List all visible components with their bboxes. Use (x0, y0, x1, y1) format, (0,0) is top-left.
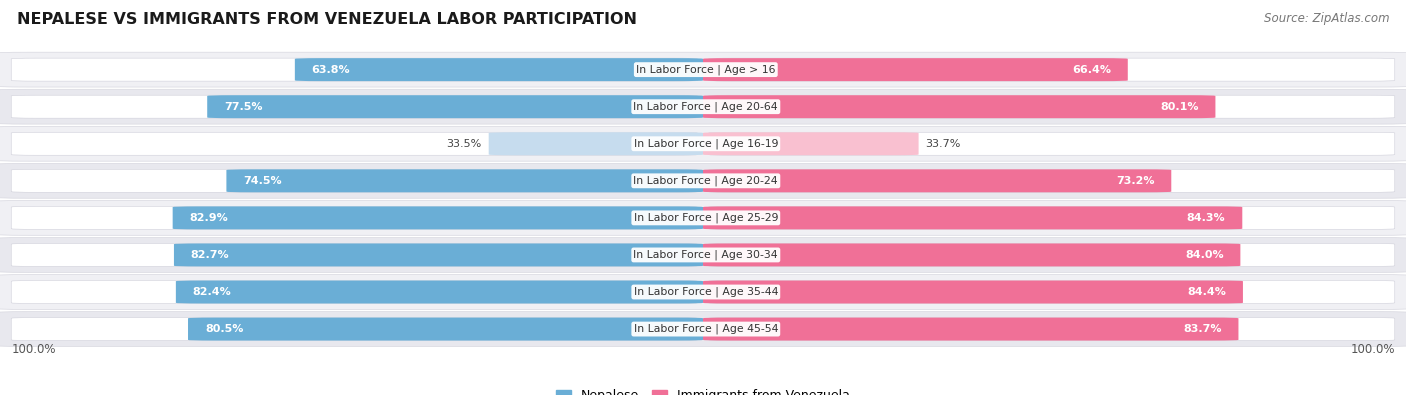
FancyBboxPatch shape (709, 280, 1395, 303)
Text: 73.2%: 73.2% (1116, 176, 1154, 186)
FancyBboxPatch shape (709, 169, 1395, 192)
FancyBboxPatch shape (709, 243, 1395, 267)
FancyBboxPatch shape (709, 132, 1395, 155)
FancyBboxPatch shape (11, 207, 697, 229)
FancyBboxPatch shape (295, 58, 703, 81)
FancyBboxPatch shape (11, 132, 697, 155)
FancyBboxPatch shape (207, 95, 703, 118)
FancyBboxPatch shape (709, 207, 1395, 229)
Text: 84.0%: 84.0% (1185, 250, 1223, 260)
Text: In Labor Force | Age 25-29: In Labor Force | Age 25-29 (634, 213, 778, 223)
FancyBboxPatch shape (703, 132, 918, 155)
FancyBboxPatch shape (0, 126, 1406, 161)
FancyBboxPatch shape (489, 132, 703, 155)
Legend: Nepalese, Immigrants from Venezuela: Nepalese, Immigrants from Venezuela (551, 384, 855, 395)
FancyBboxPatch shape (11, 58, 697, 81)
Text: 80.1%: 80.1% (1160, 102, 1198, 112)
FancyBboxPatch shape (176, 280, 703, 303)
FancyBboxPatch shape (0, 164, 1406, 198)
FancyBboxPatch shape (0, 237, 1406, 273)
Text: 80.5%: 80.5% (205, 324, 243, 334)
FancyBboxPatch shape (703, 58, 1128, 81)
FancyBboxPatch shape (11, 243, 697, 267)
Text: In Labor Force | Age > 16: In Labor Force | Age > 16 (636, 64, 776, 75)
FancyBboxPatch shape (703, 318, 1239, 340)
Text: In Labor Force | Age 30-34: In Labor Force | Age 30-34 (634, 250, 778, 260)
FancyBboxPatch shape (173, 207, 703, 229)
FancyBboxPatch shape (703, 207, 1243, 229)
Text: In Labor Force | Age 16-19: In Labor Force | Age 16-19 (634, 139, 778, 149)
FancyBboxPatch shape (703, 243, 1240, 267)
FancyBboxPatch shape (174, 243, 703, 267)
FancyBboxPatch shape (709, 318, 1395, 340)
FancyBboxPatch shape (11, 318, 697, 340)
Text: 66.4%: 66.4% (1071, 65, 1111, 75)
FancyBboxPatch shape (0, 312, 1406, 346)
FancyBboxPatch shape (0, 52, 1406, 87)
Text: 84.3%: 84.3% (1187, 213, 1226, 223)
Text: 82.9%: 82.9% (190, 213, 228, 223)
FancyBboxPatch shape (709, 95, 1395, 118)
Text: Source: ZipAtlas.com: Source: ZipAtlas.com (1264, 12, 1389, 25)
Text: In Labor Force | Age 20-24: In Labor Force | Age 20-24 (634, 175, 778, 186)
FancyBboxPatch shape (11, 280, 697, 303)
Text: 74.5%: 74.5% (243, 176, 281, 186)
FancyBboxPatch shape (226, 169, 703, 192)
FancyBboxPatch shape (11, 95, 697, 118)
Text: 100.0%: 100.0% (11, 343, 56, 356)
Text: In Labor Force | Age 35-44: In Labor Force | Age 35-44 (634, 287, 778, 297)
FancyBboxPatch shape (0, 275, 1406, 309)
Text: 33.7%: 33.7% (925, 139, 960, 149)
Text: 77.5%: 77.5% (224, 102, 263, 112)
FancyBboxPatch shape (0, 201, 1406, 235)
Text: 82.4%: 82.4% (193, 287, 232, 297)
Text: 82.7%: 82.7% (191, 250, 229, 260)
Text: 84.4%: 84.4% (1187, 287, 1226, 297)
FancyBboxPatch shape (11, 169, 697, 192)
FancyBboxPatch shape (703, 95, 1215, 118)
Text: NEPALESE VS IMMIGRANTS FROM VENEZUELA LABOR PARTICIPATION: NEPALESE VS IMMIGRANTS FROM VENEZUELA LA… (17, 12, 637, 27)
FancyBboxPatch shape (0, 89, 1406, 124)
FancyBboxPatch shape (709, 58, 1395, 81)
Text: 100.0%: 100.0% (1350, 343, 1395, 356)
FancyBboxPatch shape (188, 318, 703, 340)
Text: 83.7%: 83.7% (1182, 324, 1222, 334)
FancyBboxPatch shape (703, 280, 1243, 303)
Text: In Labor Force | Age 45-54: In Labor Force | Age 45-54 (634, 324, 778, 334)
Text: 63.8%: 63.8% (312, 65, 350, 75)
FancyBboxPatch shape (703, 169, 1171, 192)
Text: 33.5%: 33.5% (447, 139, 482, 149)
Text: In Labor Force | Age 20-64: In Labor Force | Age 20-64 (634, 102, 778, 112)
